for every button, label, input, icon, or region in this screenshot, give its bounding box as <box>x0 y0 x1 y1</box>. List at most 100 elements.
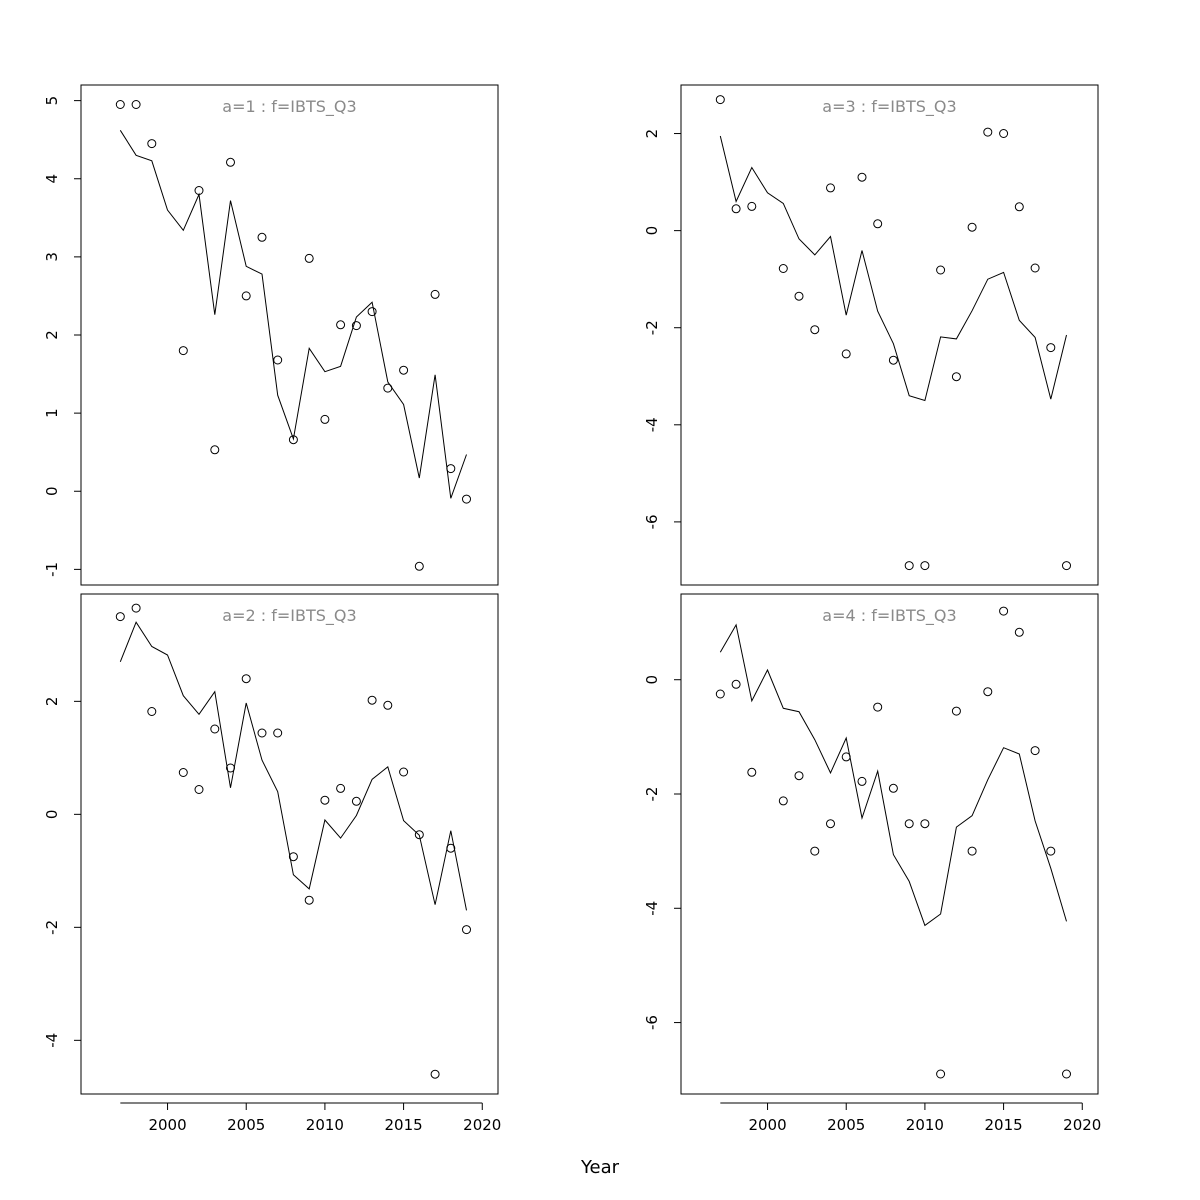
x-tick-label: 2010 <box>906 1116 944 1134</box>
data-point <box>967 846 977 856</box>
x-tick-label: 2020 <box>463 1116 501 1134</box>
data-point <box>194 785 204 794</box>
x-tick-label: 2010 <box>306 1116 344 1134</box>
data-point <box>367 307 377 317</box>
x-tick-label: 2000 <box>148 1116 186 1134</box>
data-point <box>351 321 361 331</box>
data-point <box>1046 343 1056 353</box>
data-point <box>1046 846 1056 856</box>
fitted-line <box>119 130 467 499</box>
y-tick-label: 4 <box>43 174 61 184</box>
data-point <box>414 830 424 840</box>
data-point <box>178 768 188 777</box>
data-point <box>131 603 141 613</box>
panel-3: a=2 : f=IBTS_Q3 -4 -2 0 2 2000 2005 2010 2015 202… <box>43 593 501 1134</box>
data-point <box>147 139 157 149</box>
y-tick-label: 2 <box>643 129 661 139</box>
panel-title: a=3 : f=IBTS_Q3 <box>822 97 956 117</box>
y-tick-label: -1 <box>43 562 61 577</box>
data-point <box>999 606 1009 616</box>
x-tick-label: 2005 <box>827 1116 865 1134</box>
data-point <box>857 172 867 182</box>
data-point <box>888 355 898 365</box>
y-tick-label: 0 <box>643 226 661 236</box>
data-point <box>983 127 993 137</box>
data-point <box>747 767 757 777</box>
data-point <box>147 707 157 716</box>
data-point <box>999 129 1009 138</box>
data-point <box>257 728 267 738</box>
data-point <box>320 414 330 424</box>
data-point <box>967 222 977 232</box>
data-point <box>131 100 141 109</box>
data-point <box>210 445 220 455</box>
fitted-line <box>119 621 467 911</box>
data-point <box>320 795 330 805</box>
panel-4: a=4 : f=IBTS_Q3 -6 -4 -2 0 2000 2005 2010 2015 20… <box>643 593 1101 1134</box>
data-point <box>747 201 757 211</box>
y-tick-label: 1 <box>43 408 61 418</box>
panel-frame <box>80 593 499 1095</box>
data-point <box>399 767 409 777</box>
data-point <box>731 204 741 214</box>
data-point <box>226 157 235 167</box>
data-point <box>304 895 314 905</box>
data-point <box>304 253 314 263</box>
data-point <box>873 702 883 712</box>
data-point <box>178 346 188 356</box>
data-point <box>1014 202 1024 212</box>
data-point <box>1030 263 1040 273</box>
data-point <box>873 219 883 229</box>
fitted-line <box>719 135 1067 402</box>
data-point <box>115 100 125 109</box>
data-point <box>778 264 788 273</box>
data-point <box>273 355 283 365</box>
data-point <box>336 320 346 330</box>
data-point <box>936 265 946 275</box>
data-point <box>1062 1069 1071 1079</box>
data-point <box>715 689 725 699</box>
data-point <box>241 291 251 301</box>
data-point <box>288 435 298 445</box>
data-point <box>888 783 898 793</box>
data-point <box>794 291 804 301</box>
data-point <box>841 349 851 359</box>
data-point <box>446 464 456 474</box>
data-point <box>857 776 867 786</box>
data-point <box>383 383 393 393</box>
data-point <box>920 819 930 829</box>
data-point <box>241 674 251 684</box>
data-point <box>115 612 125 622</box>
data-point <box>446 843 456 853</box>
x-tick-label: 2000 <box>748 1116 786 1134</box>
data-point <box>794 771 804 781</box>
data-point <box>430 1069 440 1079</box>
data-point <box>430 289 440 299</box>
data-point <box>810 325 820 335</box>
data-point <box>226 763 235 773</box>
x-tick-label: 2020 <box>1063 1116 1101 1134</box>
panel-title: a=1 : f=IBTS_Q3 <box>222 97 356 117</box>
y-tick-label: -4 <box>643 901 661 916</box>
data-point <box>194 186 204 195</box>
y-tick-label: -4 <box>643 417 661 432</box>
data-point <box>826 183 835 193</box>
panel-title: a=4 : f=IBTS_Q3 <box>822 606 956 626</box>
data-point <box>904 819 914 829</box>
data-point <box>336 783 346 793</box>
y-tick-label: 5 <box>43 96 61 106</box>
data-point <box>414 561 424 571</box>
y-tick-label: -6 <box>643 1015 661 1030</box>
data-point <box>1030 746 1040 756</box>
x-tick-label: 2005 <box>227 1116 265 1134</box>
data-point <box>1014 627 1024 637</box>
panels-group: a=1 : f=IBTS_Q3 -1 0 1 2 3 4 5 a=3 : f=IBTS_Q3 -6… <box>43 84 1101 1134</box>
data-point <box>288 852 298 862</box>
fitted-line <box>719 623 1067 927</box>
data-point <box>715 95 725 105</box>
data-point <box>383 700 393 710</box>
data-point <box>462 494 471 504</box>
panel-frame <box>80 84 499 586</box>
data-point <box>351 796 361 806</box>
data-point <box>951 706 961 716</box>
